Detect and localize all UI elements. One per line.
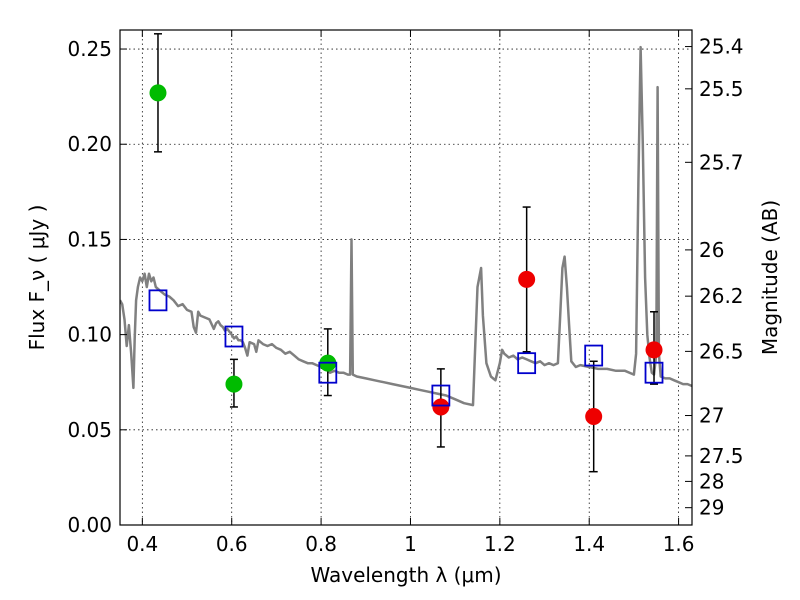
model-photometry-square — [517, 352, 537, 375]
right-tick-label: 26.2 — [699, 284, 744, 308]
model-photometry-square — [584, 344, 604, 367]
data-point — [225, 375, 243, 393]
plot-area — [120, 33, 692, 473]
data-point — [645, 341, 663, 359]
y-tick-label: 0.10 — [67, 323, 112, 347]
right-tick-label: 27.5 — [699, 444, 744, 468]
x-tick-label: 0.6 — [216, 532, 248, 556]
data-point — [518, 270, 536, 288]
model-photometry-square — [644, 361, 664, 384]
model-photometry-square — [148, 289, 168, 312]
right-tick-label: 26.5 — [699, 339, 744, 363]
right-tick-label: 25.5 — [699, 77, 744, 101]
data-point — [149, 84, 167, 102]
x-tick-label: 1.4 — [573, 532, 605, 556]
y-tick-label: 0.15 — [67, 227, 112, 251]
y-tick-label: 0.00 — [67, 513, 112, 537]
x-axis-label: Wavelength λ (μm) — [310, 563, 501, 587]
y-tick-label: 0.25 — [67, 37, 112, 61]
x-tick-label: 1.6 — [663, 532, 695, 556]
data-point — [585, 407, 603, 425]
model-spectrum-line — [120, 45, 692, 407]
right-tick-label: 26 — [699, 238, 724, 262]
plot-frame — [119, 29, 693, 526]
right-tick-label: 27 — [699, 404, 724, 428]
right-tick-label: 29 — [699, 496, 724, 520]
model-photometry-square — [431, 384, 451, 407]
y-tick-label: 0.20 — [67, 132, 112, 156]
right-tick-label: 25.4 — [699, 35, 744, 59]
y-axis-label-right: Magnitude (AB) — [758, 200, 782, 355]
right-tick-label: 25.7 — [699, 150, 744, 174]
data-point — [432, 398, 450, 416]
axis-ticks: 0.4 0.6 0.8 1 1.2 1.4 1.6 0.00 0.05 0.10 0.15 0.20 0… — [67, 30, 744, 556]
x-tick-label: 0.8 — [305, 532, 337, 556]
model-photometry-square — [318, 361, 338, 384]
right-tick-label: 28 — [699, 469, 724, 493]
x-tick-label: 1.2 — [484, 532, 516, 556]
x-tick-label: 1 — [404, 532, 417, 556]
y-axis-label: Flux F_ν ( μJy ) — [25, 205, 49, 351]
y-tick-label: 0.05 — [67, 418, 112, 442]
x-tick-label: 0.4 — [126, 532, 158, 556]
model-photometry-square — [224, 325, 244, 348]
